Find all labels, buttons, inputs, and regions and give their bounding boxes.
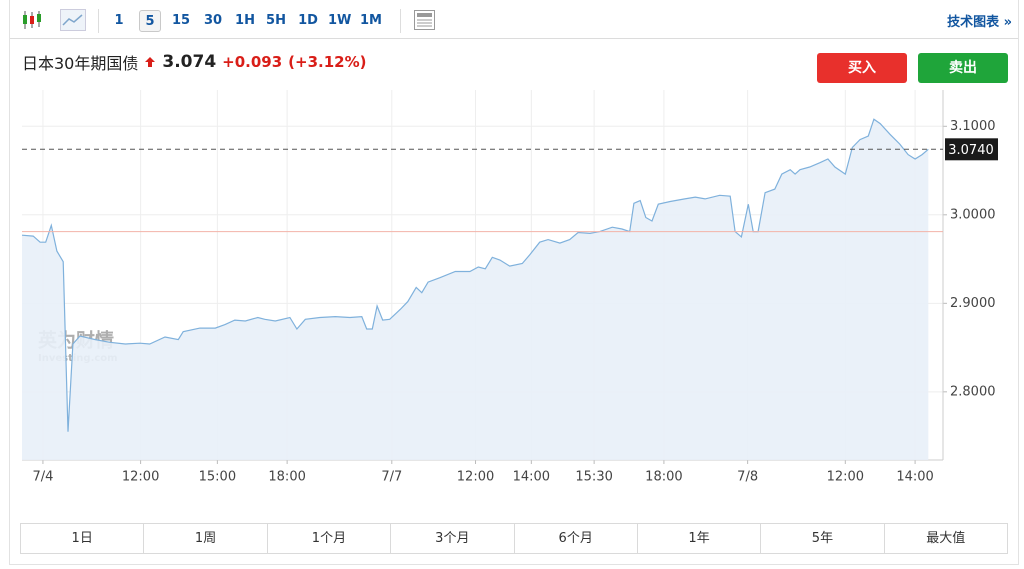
x-tick-label: 7/7 <box>381 470 402 485</box>
y-tick-label: 2.9000 <box>950 296 996 311</box>
range-tab[interactable]: 3个月 <box>390 524 513 553</box>
interval-button[interactable]: 1D <box>298 13 318 28</box>
y-tick-label: 3.0000 <box>950 207 996 222</box>
interval-button[interactable]: 1M <box>360 13 382 28</box>
y-tick-label: 3.1000 <box>950 119 996 134</box>
interval-button[interactable]: 30 <box>203 13 223 28</box>
widget-frame <box>9 0 1019 565</box>
range-tab[interactable]: 1周 <box>143 524 266 553</box>
x-tick-label: 14:00 <box>513 470 550 485</box>
range-tab[interactable]: 1个月 <box>266 524 390 553</box>
separator <box>98 9 99 33</box>
price-line <box>21 118 929 432</box>
change: +0.093 <box>222 53 283 71</box>
current-price-box <box>945 138 998 161</box>
x-tick-label: 7/8 <box>737 470 758 485</box>
x-tick-label: 12:00 <box>122 470 159 485</box>
x-tick-label: 15:30 <box>575 470 612 485</box>
x-tick-label: 14:00 <box>896 470 933 485</box>
up-arrow <box>145 57 156 67</box>
range-tab[interactable]: 1年 <box>636 524 760 553</box>
toolbar: 1 5 15 30 1H 5H 1D 1W 1M 技术图表 » <box>10 0 1018 39</box>
range-tab[interactable]: 6个月 <box>513 524 637 553</box>
range-tab[interactable]: 5年 <box>760 524 883 553</box>
candlestick-icon[interactable] <box>20 9 44 31</box>
instrument-title: 日本30年期国债 <box>22 54 139 73</box>
separator <box>400 9 401 33</box>
x-tick-label: 7/4 <box>32 470 53 485</box>
range-tabs: 1日 1周 1个月 3个月 6个月 1年 5年 最大值 <box>20 523 1008 554</box>
quote-header: 日本30年期国债 3.074 +0.093 (+3.12%) <box>22 50 367 74</box>
interval-button[interactable]: 15 <box>171 13 191 28</box>
y-tick-label: 2.8000 <box>950 384 996 399</box>
area-fill <box>22 119 929 460</box>
sell-button[interactable]: 卖出 <box>918 53 1008 83</box>
x-tick-label: 15:00 <box>199 470 236 485</box>
interval-button[interactable]: 1H <box>235 13 255 28</box>
interval-button[interactable]: 1W <box>328 13 352 28</box>
technical-chart-link[interactable]: 技术图表 » <box>947 15 1012 30</box>
buy-button[interactable]: 买入 <box>817 53 907 83</box>
line-icon[interactable] <box>60 9 86 31</box>
interval-button[interactable]: 5 <box>139 10 161 32</box>
x-tick-label: 12:00 <box>457 470 494 485</box>
x-tick-label: 12:00 <box>827 470 864 485</box>
news-icon[interactable] <box>414 10 436 31</box>
interval-button[interactable]: 1 <box>114 13 124 28</box>
range-tab[interactable]: 1日 <box>71 531 93 546</box>
x-tick-label: 18:00 <box>645 470 682 485</box>
current-price-label: 3.0740 <box>948 143 994 158</box>
last-price: 3.074 <box>162 52 217 72</box>
x-tick-label: 18:00 <box>268 470 305 485</box>
range-tab[interactable]: 最大值 <box>883 524 1007 553</box>
change-percent: (+3.12%) <box>288 53 367 71</box>
interval-button[interactable]: 5H <box>266 13 286 28</box>
